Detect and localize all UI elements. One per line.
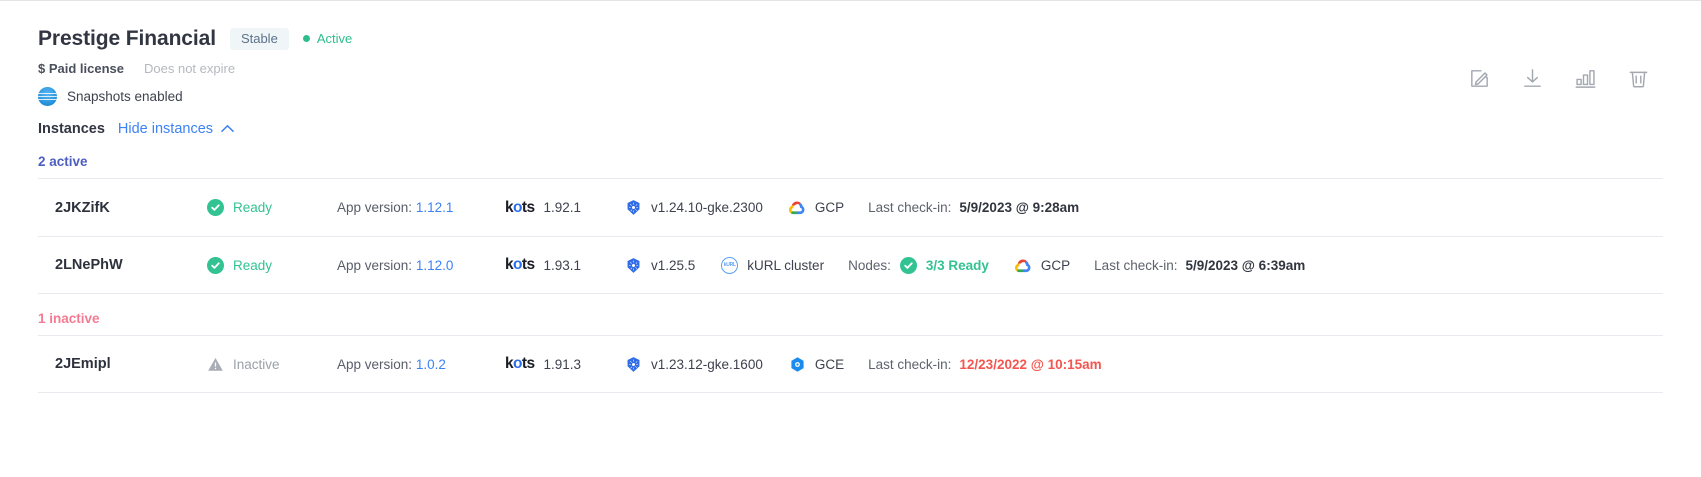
- distribution-label: GCP: [1040, 257, 1071, 273]
- header-actions: [1466, 27, 1663, 91]
- active-instances-table: 2JKZifK Ready App version: 1.12.1 kots 1…: [38, 178, 1663, 295]
- kots-logo-icon: kots: [505, 198, 535, 216]
- status-dot-icon: [302, 35, 310, 43]
- instance-status-label: Ready: [233, 200, 273, 216]
- warning-triangle-icon: [207, 356, 224, 373]
- kots-version-cell: kots 1.93.1: [505, 256, 625, 274]
- last-checkin-cell: Last check-in: 5/9/2023 @ 6:39am: [1094, 258, 1305, 273]
- app-version-label: App version:: [337, 257, 413, 273]
- application-header-left: Prestige Financial Stable Active $ Paid …: [38, 27, 1466, 137]
- distribution-label: GCP: [814, 200, 845, 216]
- last-checkin-label: Last check-in:: [1094, 257, 1178, 273]
- last-checkin-value: 5/9/2023 @ 6:39am: [1185, 257, 1306, 273]
- last-checkin-cell: Last check-in: 12/23/2022 @ 10:15am: [868, 357, 1102, 372]
- app-version-value[interactable]: 1.12.1: [415, 200, 454, 216]
- last-checkin-label: Last check-in:: [868, 356, 952, 372]
- instance-status: Inactive: [207, 356, 337, 373]
- kots-logo-icon: kots: [505, 355, 535, 373]
- k8s-version-cell: v1.25.5: [625, 257, 695, 274]
- instance-status-label: Inactive: [233, 356, 280, 372]
- table-row[interactable]: 2JKZifK Ready App version: 1.12.1 kots 1…: [38, 178, 1663, 236]
- trash-icon[interactable]: [1625, 65, 1651, 91]
- title-row: Prestige Financial Stable Active: [38, 27, 1466, 50]
- last-checkin-label: Last check-in:: [868, 200, 952, 216]
- table-row[interactable]: 2LNePhW Ready App version: 1.12.0 kots 1…: [38, 236, 1663, 295]
- snapshots-label: Snapshots enabled: [67, 89, 183, 105]
- gcp-icon: [788, 199, 806, 216]
- instance-id: 2JEmipl: [55, 356, 111, 373]
- app-version-value[interactable]: 1.0.2: [415, 356, 446, 372]
- download-icon[interactable]: [1519, 65, 1545, 91]
- snapshots-icon: [38, 87, 57, 107]
- kots-version-cell: kots 1.91.3: [505, 355, 625, 373]
- k8s-version-value: v1.24.10-gke.2300: [651, 200, 763, 216]
- channel-badge: Stable: [229, 27, 289, 50]
- instance-status: Ready: [207, 256, 337, 274]
- distribution-cell: GCP: [788, 199, 845, 216]
- table-row[interactable]: 2JEmipl Inactive App version: 1.0.2 kots…: [38, 335, 1663, 394]
- chevron-up-icon: [221, 121, 234, 137]
- instance-id: 2LNePhW: [55, 257, 123, 274]
- kots-logo-icon: kots: [505, 256, 535, 274]
- check-circle-icon: [207, 256, 224, 274]
- inactive-count-label: 1 inactive: [38, 311, 100, 327]
- application-card: Prestige Financial Stable Active $ Paid …: [0, 1, 1701, 394]
- nodes-label: Nodes:: [848, 257, 891, 273]
- status-badge: Active: [302, 31, 353, 47]
- last-checkin-value: 12/23/2022 @ 10:15am: [959, 356, 1102, 372]
- distribution-label: GCE: [814, 356, 845, 372]
- instance-status-label: Ready: [233, 257, 273, 273]
- active-count-label: 2 active: [38, 154, 88, 170]
- check-circle-icon: [899, 256, 917, 274]
- inactive-instances-table: 2JEmipl Inactive App version: 1.0.2 kots…: [38, 335, 1663, 394]
- k8s-version-cell: v1.24.10-gke.2300: [625, 199, 763, 216]
- license-expiry-label: Does not expire: [144, 61, 236, 77]
- kurl-icon: kURL: [721, 256, 739, 274]
- license-row: $ Paid license Does not expire: [38, 61, 1466, 76]
- check-circle-icon: [207, 199, 224, 217]
- kots-version-value: 1.92.1: [543, 200, 582, 216]
- gcp-icon: [1014, 257, 1032, 274]
- instance-id: 2JKZifK: [55, 199, 110, 216]
- kubernetes-icon: [625, 257, 642, 274]
- page-top-divider: [0, 0, 1701, 1]
- app-version-cell: App version: 1.12.0: [337, 258, 505, 273]
- kots-version-value: 1.91.3: [543, 356, 582, 372]
- metrics-icon[interactable]: [1572, 65, 1598, 91]
- last-checkin-cell: Last check-in: 5/9/2023 @ 9:28am: [868, 200, 1079, 215]
- application-header: Prestige Financial Stable Active $ Paid …: [38, 27, 1663, 137]
- gce-icon: [789, 356, 806, 373]
- hide-instances-toggle[interactable]: Hide instances: [118, 121, 234, 137]
- snapshots-row: Snapshots enabled: [38, 87, 1466, 107]
- kubernetes-icon: [625, 199, 642, 216]
- k8s-version-value: v1.23.12-gke.1600: [651, 356, 763, 372]
- instances-label: Instances: [38, 121, 105, 138]
- distribution-cell: GCE: [789, 356, 844, 373]
- license-type-label: $ Paid license: [38, 61, 124, 77]
- instances-row: Instances Hide instances: [38, 121, 1466, 137]
- k8s-version-value: v1.25.5: [651, 257, 696, 273]
- app-version-label: App version:: [337, 200, 413, 216]
- app-version-cell: App version: 1.0.2: [337, 357, 505, 372]
- kots-version-value: 1.93.1: [543, 257, 582, 273]
- distribution-cell: GCP: [1014, 257, 1071, 274]
- app-version-cell: App version: 1.12.1: [337, 200, 505, 215]
- edit-icon[interactable]: [1466, 65, 1492, 91]
- app-version-label: App version:: [337, 356, 413, 372]
- k8s-version-cell: v1.23.12-gke.1600: [625, 356, 763, 373]
- kubernetes-icon: [625, 356, 642, 373]
- last-checkin-value: 5/9/2023 @ 9:28am: [959, 200, 1080, 216]
- cluster-type-cell: kURL kURL cluster: [721, 256, 825, 274]
- instance-status: Ready: [207, 199, 337, 217]
- app-version-value[interactable]: 1.12.0: [415, 257, 454, 273]
- nodes-cell: Nodes: 3/3 Ready: [848, 256, 989, 274]
- page-title: Prestige Financial: [38, 27, 216, 50]
- status-badge-label: Active: [316, 31, 353, 47]
- nodes-value: 3/3 Ready: [925, 257, 989, 273]
- cluster-type-label: kURL cluster: [747, 257, 825, 273]
- hide-instances-label: Hide instances: [117, 121, 214, 138]
- kots-version-cell: kots 1.92.1: [505, 199, 625, 217]
